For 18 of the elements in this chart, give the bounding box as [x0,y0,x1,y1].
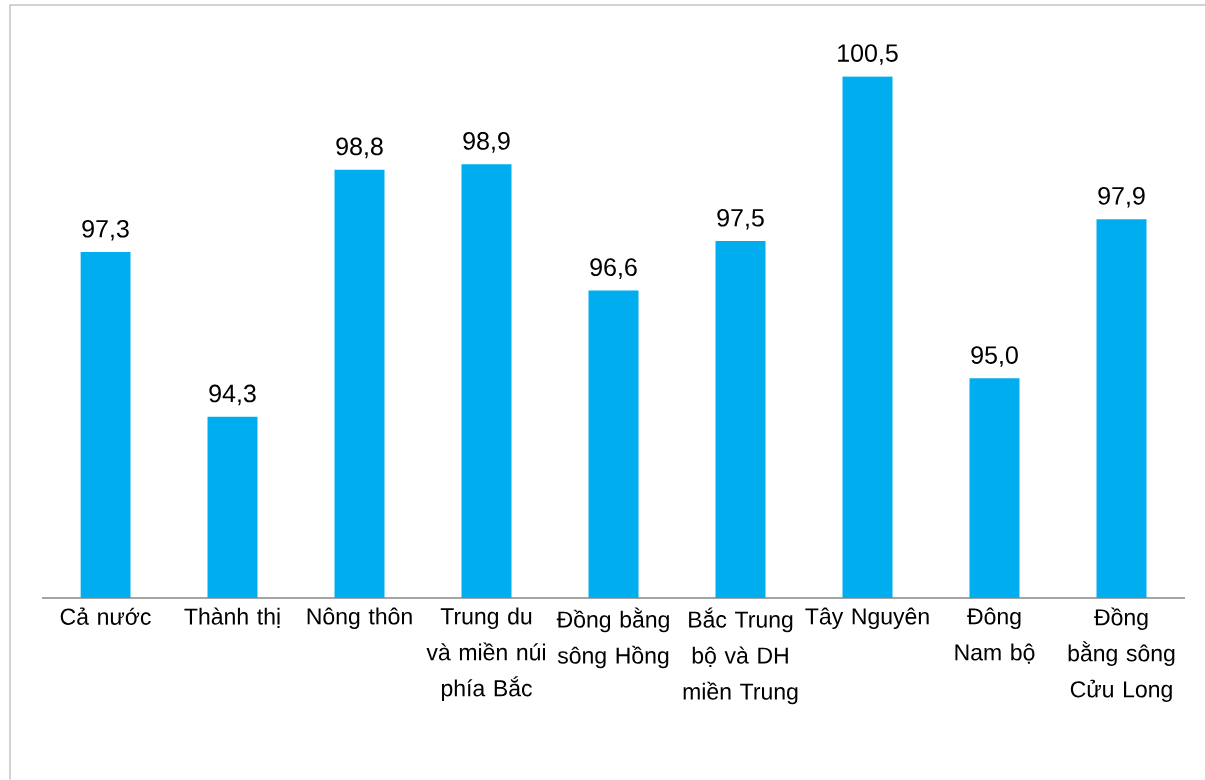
x-tick-label: Thành thị [184,607,280,628]
data-label: 100,5 [838,44,898,65]
data-label: 95,0 [971,346,1018,367]
data-label: 97,3 [82,219,129,241]
x-tick-label: Nông thôn [307,607,412,630]
x-tick-label: Tây Nguyên [805,607,929,630]
data-label: 97,5 [717,208,764,230]
x-tick-label: Trung du và miền núi phía Bắc [426,607,545,701]
x-tick-label: Đồng bằng sông Hồng [556,607,669,669]
data-label: 96,6 [590,258,637,279]
data-label: 98,8 [336,137,383,159]
x-tick-label: Đông Nam bộ [955,607,1035,664]
x-tick-label: Đồng bằng sông Cửu Long [1068,607,1175,702]
data-label: 94,3 [209,384,256,406]
x-tick-label: Bắc Trung bộ và DH miền Trung [683,607,798,705]
data-label: 98,9 [463,132,510,153]
data-label: 97,9 [1098,186,1145,208]
x-tick-label: Cả nước [60,607,151,625]
